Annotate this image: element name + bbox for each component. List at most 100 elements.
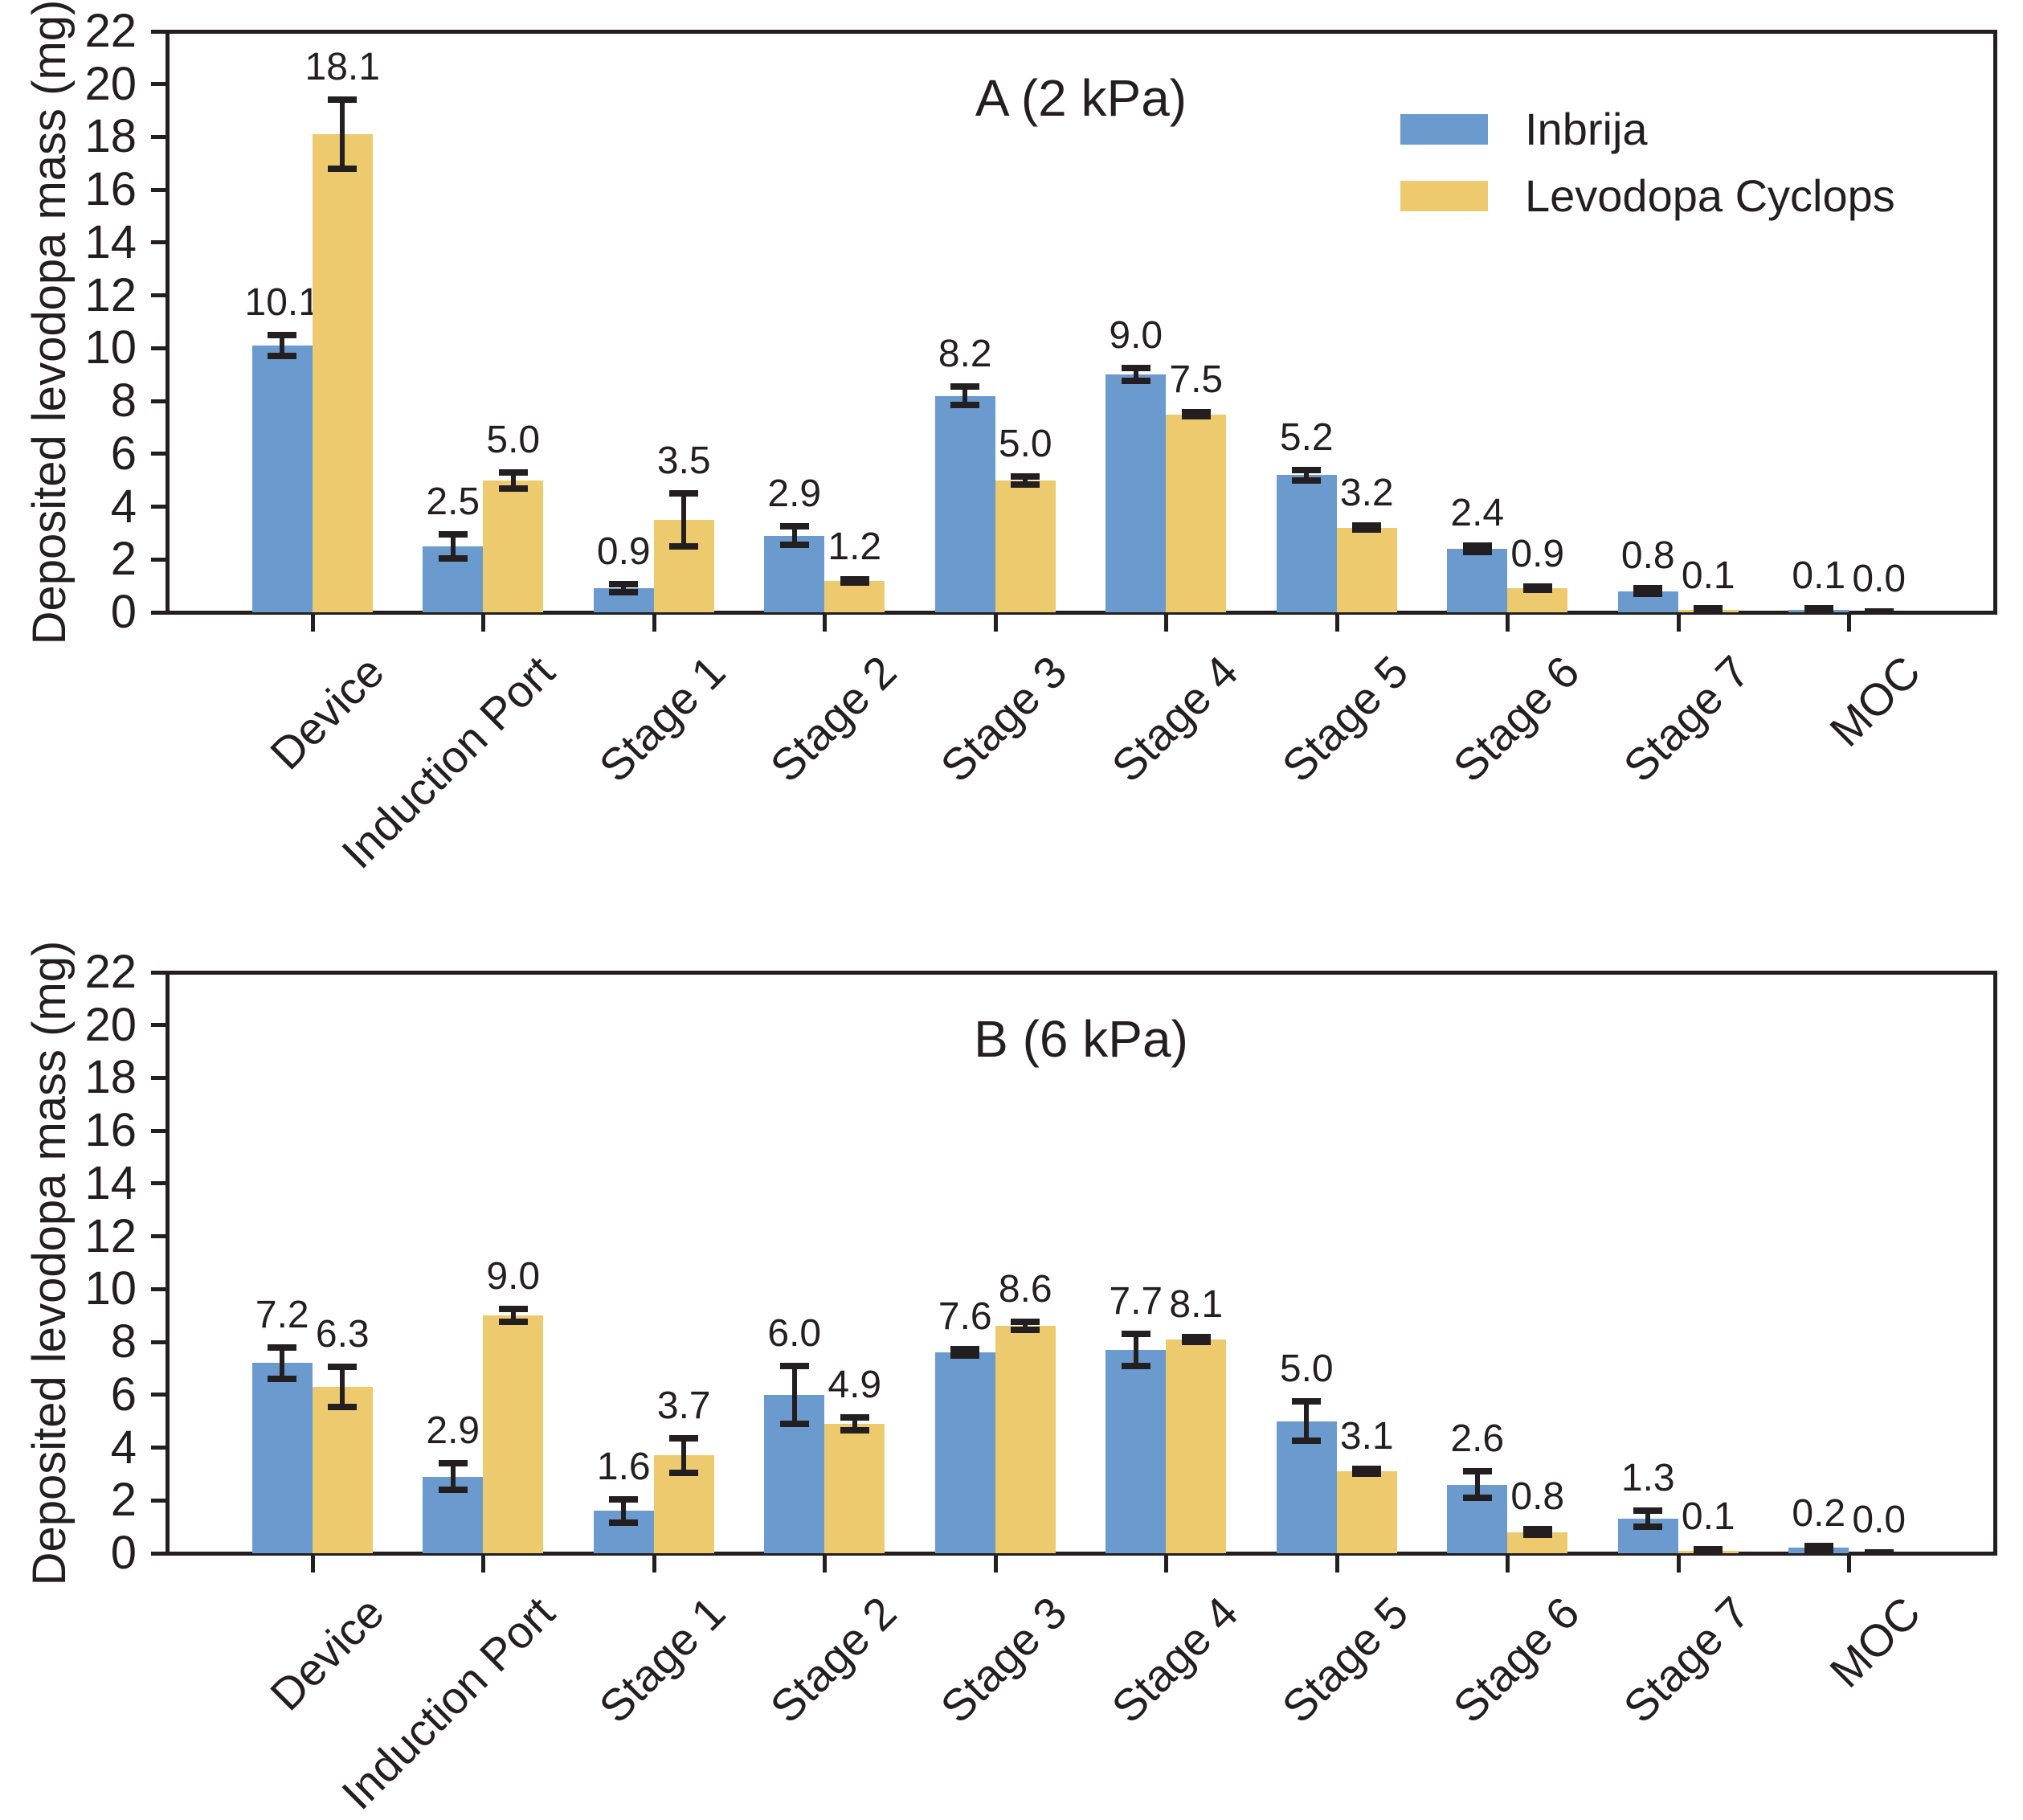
x-tick bbox=[652, 614, 656, 632]
error-bar-line bbox=[962, 386, 968, 406]
bar-levodopa-cyclops bbox=[483, 1315, 544, 1553]
error-bar-cap-top bbox=[268, 1344, 297, 1351]
bar-levodopa-cyclops bbox=[1166, 414, 1227, 612]
y-tick-label: 22 bbox=[84, 946, 137, 998]
error-bar-cap-top bbox=[1864, 608, 1894, 616]
error-bar-cap-bottom bbox=[1011, 1327, 1040, 1334]
y-tick-label: 18 bbox=[84, 1051, 137, 1104]
legend-label-inbrija: Inbrija bbox=[1525, 104, 1648, 154]
y-tick-label: 4 bbox=[110, 1421, 137, 1474]
value-label: 0.0 bbox=[1852, 1499, 1907, 1542]
x-tick bbox=[1164, 1555, 1169, 1573]
error-bar-cap-bottom bbox=[779, 542, 809, 549]
value-label: 4.9 bbox=[828, 1363, 882, 1406]
value-label: 2.5 bbox=[426, 481, 480, 524]
value-label: 6.0 bbox=[767, 1311, 822, 1355]
error-bar-cap-bottom bbox=[328, 1403, 358, 1410]
bar-levodopa-cyclops bbox=[483, 480, 544, 612]
error-bar-cap-top bbox=[1181, 408, 1211, 415]
error-bar-cap-top bbox=[1292, 1398, 1322, 1405]
bar-levodopa-cyclops bbox=[824, 1423, 885, 1553]
error-bar-line bbox=[280, 334, 285, 357]
y-tick bbox=[151, 1393, 167, 1397]
value-label: 5.0 bbox=[998, 422, 1052, 465]
x-tick bbox=[823, 614, 828, 632]
y-tick bbox=[151, 1339, 167, 1344]
error-bar-cap-top bbox=[609, 1495, 639, 1503]
error-bar-cap-top bbox=[950, 1346, 980, 1353]
x-axis-label: Stage 3 bbox=[930, 645, 1077, 791]
x-tick bbox=[652, 1555, 656, 1573]
y-tick-label: 16 bbox=[84, 163, 137, 216]
y-tick bbox=[151, 1023, 167, 1028]
error-bar-cap-bottom bbox=[1352, 1470, 1382, 1477]
x-tick bbox=[1334, 614, 1339, 632]
error-bar-cap-top bbox=[498, 1306, 528, 1312]
x-tick bbox=[1506, 1555, 1510, 1573]
error-bar-cap-bottom bbox=[1462, 1494, 1492, 1501]
legend-label-levodopa-cyclops: Levodopa Cyclops bbox=[1525, 170, 1895, 221]
value-label: 8.6 bbox=[998, 1268, 1052, 1311]
x-axis-label: Device bbox=[260, 645, 394, 779]
error-bar-line bbox=[791, 526, 797, 546]
value-label: 0.2 bbox=[1792, 1491, 1846, 1535]
error-bar-line bbox=[621, 584, 627, 593]
error-bar-cap-bottom bbox=[609, 589, 639, 596]
error-bar-cap-bottom bbox=[1292, 476, 1322, 484]
x-tick bbox=[310, 614, 315, 632]
y-tick-label: 14 bbox=[84, 215, 137, 268]
y-tick bbox=[151, 1128, 167, 1133]
bar-levodopa-cyclops bbox=[1336, 527, 1397, 612]
x-axis-label: Device bbox=[260, 1586, 394, 1720]
x-axis-label: Stage 7 bbox=[1613, 645, 1759, 791]
y-tick-label: 6 bbox=[110, 427, 137, 480]
error-bar-line bbox=[510, 1309, 516, 1323]
value-label: 5.2 bbox=[1279, 415, 1334, 459]
error-bar-cap-bottom bbox=[1522, 587, 1552, 594]
value-label: 0.0 bbox=[1852, 558, 1907, 601]
y-tick bbox=[151, 505, 167, 509]
x-tick bbox=[1847, 1555, 1852, 1573]
y-tick bbox=[151, 1181, 167, 1186]
error-bar-cap-bottom bbox=[950, 402, 980, 409]
y-tick bbox=[151, 1498, 167, 1503]
x-axis-label: MOC bbox=[1820, 1586, 1931, 1697]
y-tick bbox=[151, 557, 167, 562]
error-bar-line bbox=[450, 534, 456, 558]
error-bar-cap-bottom bbox=[840, 1427, 869, 1434]
error-bar-cap-top bbox=[950, 383, 980, 391]
y-tick-label: 6 bbox=[110, 1368, 137, 1421]
error-bar-line bbox=[852, 1417, 857, 1431]
y-tick-label: 2 bbox=[110, 533, 137, 586]
panel-a-chart: Deposited levodopa mass (mg) A (2 kPa) 0 2 4… bbox=[0, 0, 2023, 878]
x-axis-label: Stage 1 bbox=[589, 1586, 735, 1732]
bar-levodopa-cyclops bbox=[824, 580, 885, 612]
error-bar-cap-top bbox=[1804, 1542, 1833, 1549]
error-bar-cap-top bbox=[1462, 1468, 1492, 1475]
bar-inbrija bbox=[251, 346, 313, 612]
y-tick bbox=[151, 1075, 167, 1080]
error-bar-line bbox=[1474, 1471, 1480, 1498]
x-axis-label: MOC bbox=[1820, 645, 1931, 756]
y-tick-label: 2 bbox=[110, 1474, 137, 1527]
error-bar-line bbox=[1133, 368, 1138, 382]
error-bar-cap-bottom bbox=[840, 579, 869, 586]
error-bar-cap-bottom bbox=[669, 542, 699, 550]
x-tick bbox=[481, 614, 486, 632]
error-bar-cap-bottom bbox=[1121, 378, 1150, 385]
error-bar-cap-top bbox=[1181, 1333, 1211, 1340]
y-tick-label: 22 bbox=[84, 5, 137, 57]
value-label: 2.6 bbox=[1450, 1417, 1505, 1461]
error-bar-cap-bottom bbox=[1011, 481, 1040, 488]
bar-levodopa-cyclops bbox=[995, 480, 1056, 612]
bar-inbrija bbox=[1105, 1349, 1167, 1553]
y-tick bbox=[151, 187, 167, 192]
error-bar-cap-bottom bbox=[609, 1519, 639, 1527]
y-tick-label: 8 bbox=[110, 1315, 137, 1368]
x-axis-label: Stage 7 bbox=[1613, 1586, 1759, 1732]
error-bar-cap-top bbox=[1633, 585, 1663, 592]
y-tick-label: 12 bbox=[84, 268, 137, 321]
x-tick bbox=[1506, 614, 1510, 632]
y-tick bbox=[151, 452, 167, 456]
